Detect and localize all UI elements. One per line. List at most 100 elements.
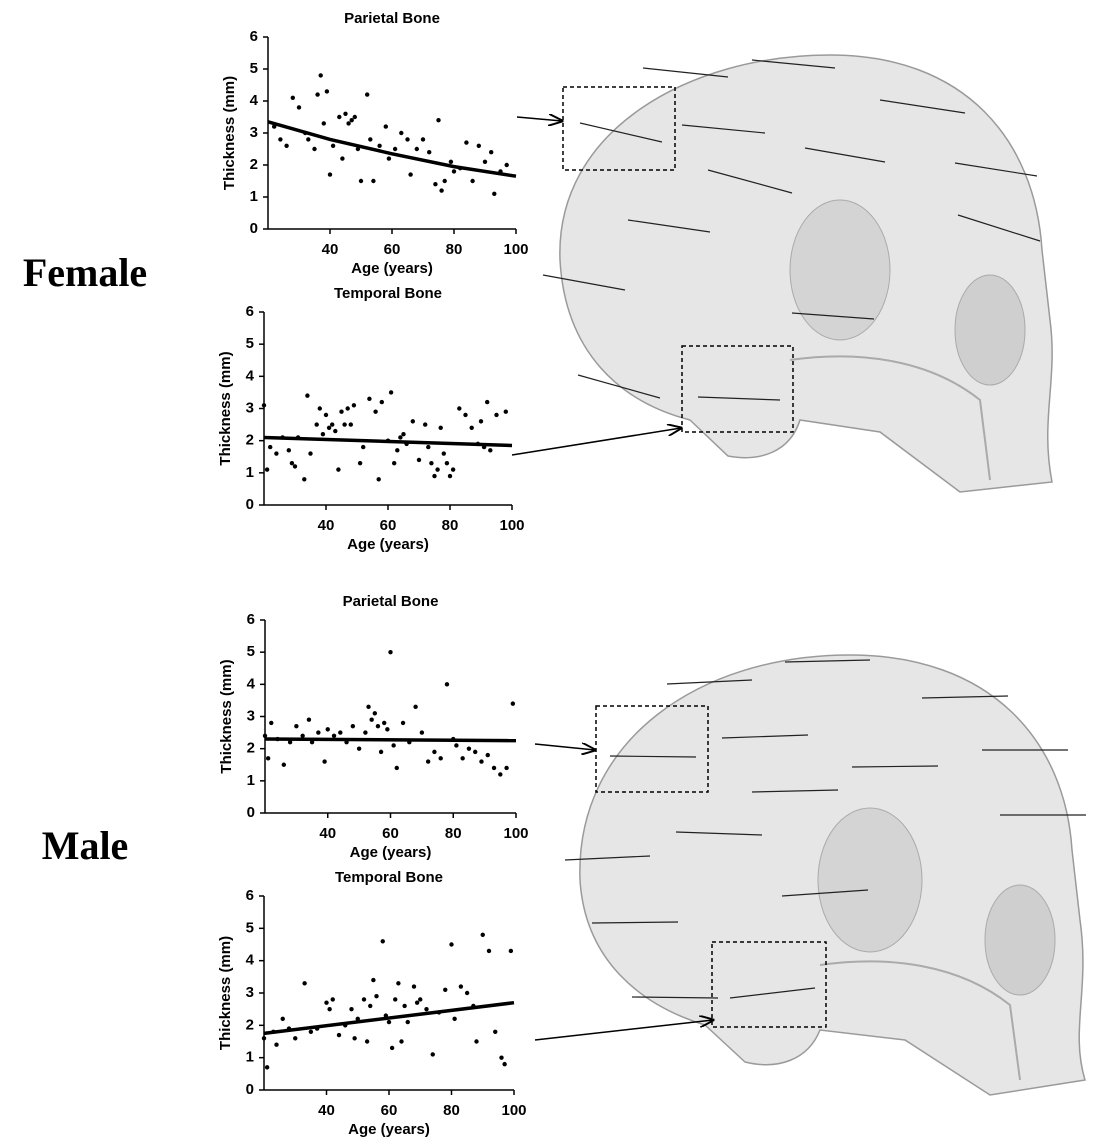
data-point: [509, 949, 513, 953]
data-point: [337, 1033, 341, 1037]
data-point: [349, 422, 353, 426]
data-point: [352, 1036, 356, 1040]
data-point: [319, 73, 323, 77]
data-point: [405, 137, 409, 141]
data-point: [479, 759, 483, 763]
data-point: [426, 445, 430, 449]
data-point: [312, 147, 316, 151]
data-point: [459, 984, 463, 988]
data-point: [505, 163, 509, 167]
data-point: [371, 179, 375, 183]
data-point: [470, 426, 474, 430]
data-point: [389, 390, 393, 394]
data-point: [377, 477, 381, 481]
y-tick-label: 1: [250, 188, 258, 205]
trend-line: [268, 122, 516, 176]
data-point: [332, 734, 336, 738]
data-point: [287, 448, 291, 452]
y-tick-label: 4: [246, 952, 255, 969]
data-point: [479, 419, 483, 423]
data-point: [393, 997, 397, 1001]
data-point: [284, 144, 288, 148]
data-point: [350, 118, 354, 122]
data-point: [373, 410, 377, 414]
data-point: [331, 144, 335, 148]
data-point: [427, 150, 431, 154]
y-tick-label: 5: [246, 919, 254, 936]
data-point: [274, 1043, 278, 1047]
group-label: Male: [42, 823, 129, 868]
data-point: [464, 140, 468, 144]
x-axis-label: Age (years): [350, 844, 432, 861]
data-point: [423, 422, 427, 426]
data-point: [380, 400, 384, 404]
data-point: [393, 147, 397, 151]
data-point: [361, 445, 365, 449]
data-point: [367, 397, 371, 401]
y-tick-label: 4: [250, 92, 259, 109]
data-point: [358, 461, 362, 465]
data-point: [359, 179, 363, 183]
data-point: [368, 1004, 372, 1008]
chart-title: Temporal Bone: [334, 285, 442, 302]
x-tick-label: 60: [382, 825, 399, 842]
data-point: [308, 451, 312, 455]
data-point: [415, 1001, 419, 1005]
data-point: [489, 150, 493, 154]
data-point: [297, 105, 301, 109]
data-point: [387, 1020, 391, 1024]
data-point: [408, 172, 412, 176]
data-point: [402, 1004, 406, 1008]
data-point: [415, 147, 419, 151]
data-point: [269, 721, 273, 725]
y-tick-label: 0: [247, 804, 255, 821]
data-point: [398, 435, 402, 439]
x-tick-label: 40: [322, 241, 339, 258]
chart-title: Parietal Bone: [343, 593, 439, 610]
data-point: [369, 718, 373, 722]
x-tick-label: 100: [499, 517, 524, 534]
data-point: [316, 730, 320, 734]
data-point: [330, 422, 334, 426]
data-point: [391, 743, 395, 747]
data-point: [492, 766, 496, 770]
data-point: [326, 727, 330, 731]
figure: Female Male Parietal Bone Age (years) Thic…: [0, 0, 1097, 1142]
data-point: [365, 92, 369, 96]
data-point: [337, 115, 341, 119]
data-point: [274, 451, 278, 455]
data-point: [262, 403, 266, 407]
data-point: [498, 772, 502, 776]
data-point: [363, 730, 367, 734]
data-point: [388, 650, 392, 654]
data-point: [352, 403, 356, 407]
data-point: [449, 942, 453, 946]
y-axis-label: Thickness (mm): [221, 76, 238, 190]
y-tick-label: 0: [246, 496, 254, 513]
y-tick-label: 2: [247, 740, 255, 757]
data-point: [265, 467, 269, 471]
group-label: Female: [23, 250, 147, 295]
data-point: [293, 1036, 297, 1040]
data-point: [374, 994, 378, 998]
y-tick-label: 6: [247, 611, 255, 628]
data-point: [424, 1007, 428, 1011]
data-point: [502, 1062, 506, 1066]
data-point: [494, 413, 498, 417]
x-tick-label: 40: [318, 517, 335, 534]
data-point: [331, 997, 335, 1001]
data-point: [431, 1052, 435, 1056]
data-point: [429, 461, 433, 465]
data-point: [385, 727, 389, 731]
data-point: [373, 711, 377, 715]
data-point: [486, 753, 490, 757]
data-point: [339, 410, 343, 414]
data-point: [376, 724, 380, 728]
data-point: [504, 766, 508, 770]
x-tick-label: 60: [380, 517, 397, 534]
data-point: [315, 92, 319, 96]
x-tick-label: 100: [503, 241, 528, 258]
data-point: [305, 393, 309, 397]
y-tick-label: 2: [246, 1016, 254, 1033]
data-point: [381, 939, 385, 943]
